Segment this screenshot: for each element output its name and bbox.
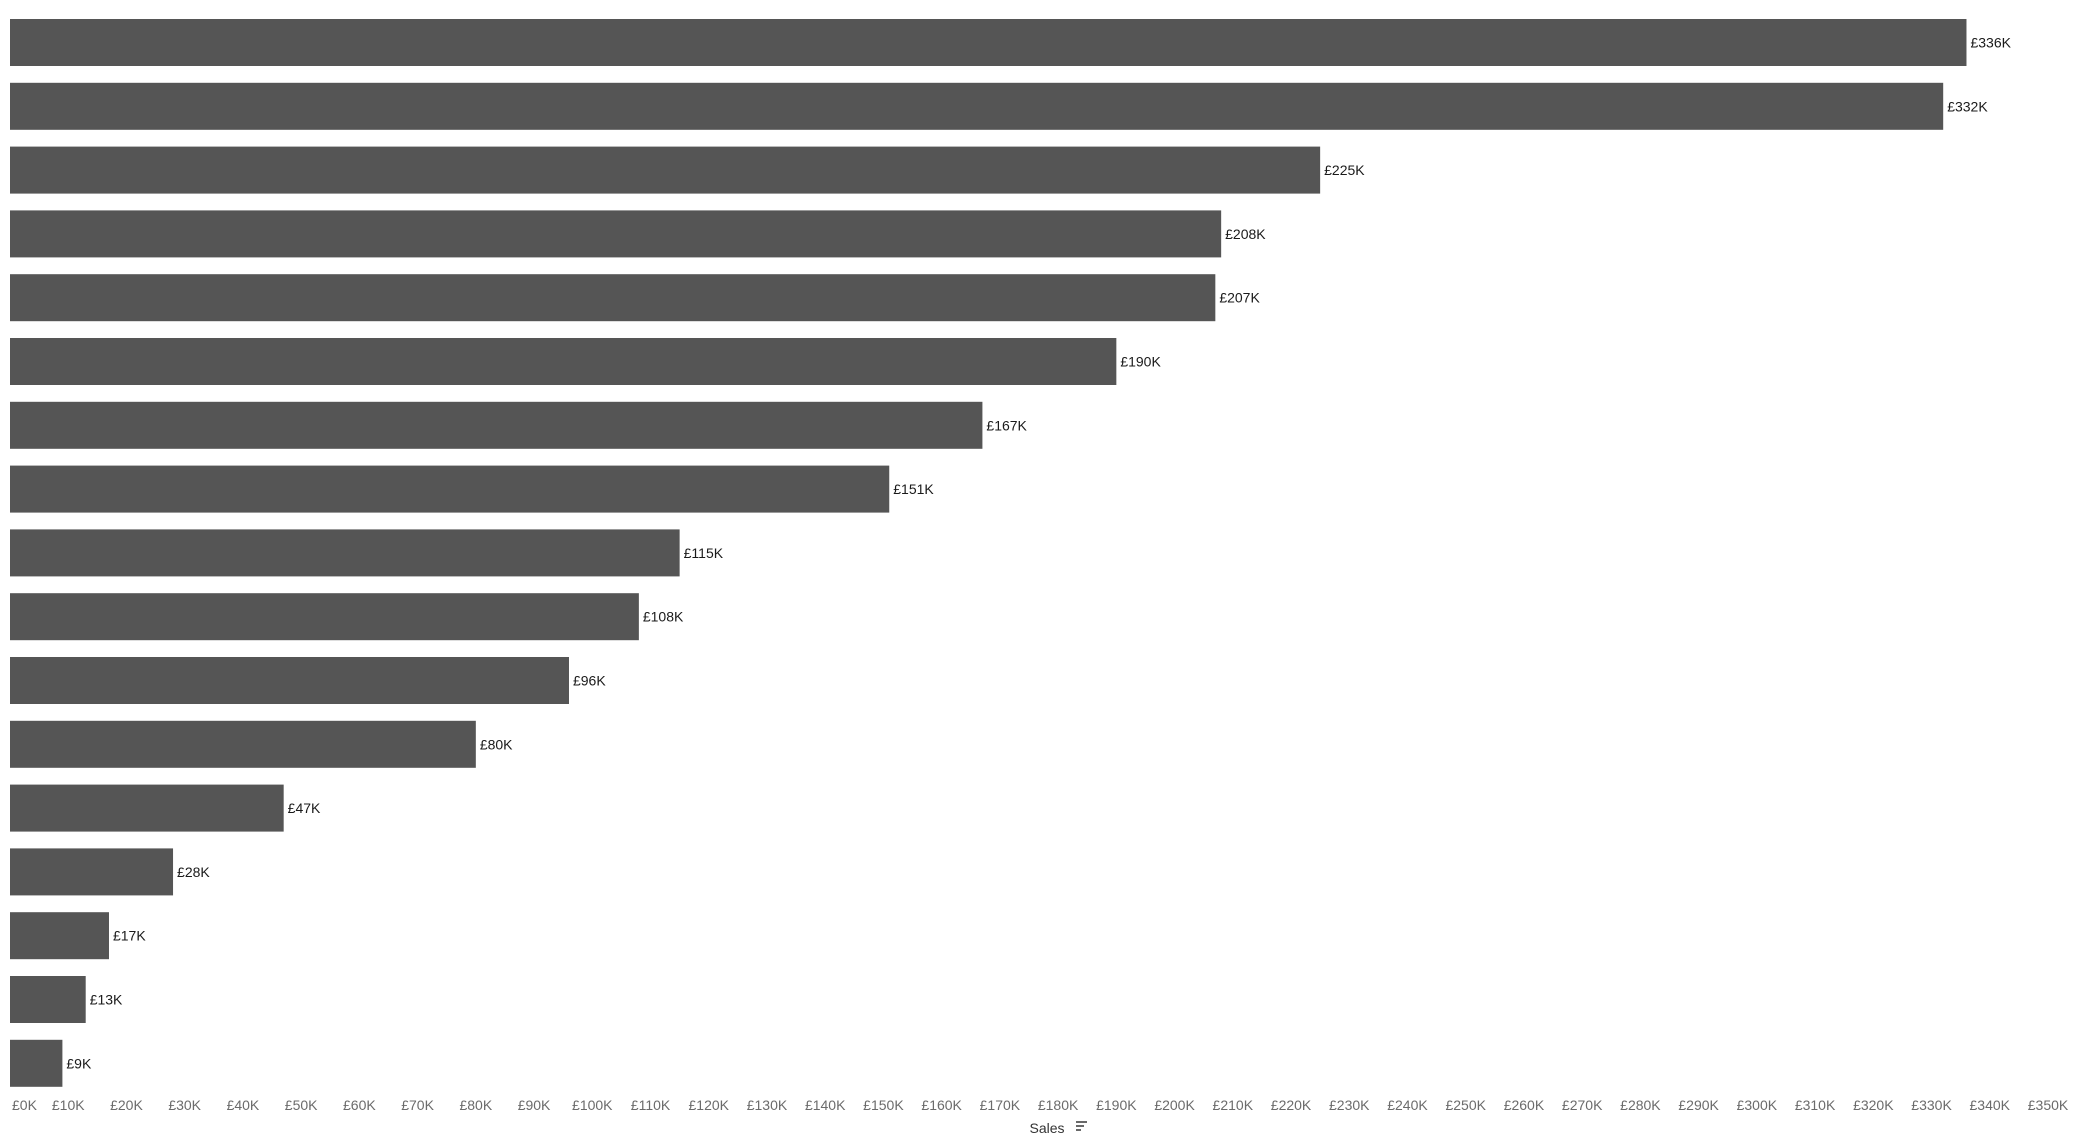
bar[interactable] [10, 210, 1222, 258]
x-tick-label: £200K [1154, 1097, 1195, 1113]
bar-value-label: £96K [573, 673, 606, 689]
x-tick-label: £80K [459, 1097, 492, 1113]
x-tick-label: £0K [12, 1097, 38, 1113]
bar[interactable] [10, 848, 174, 896]
x-tick-label: £170K [980, 1097, 1021, 1113]
x-tick-label: £190K [1096, 1097, 1137, 1113]
bar[interactable] [10, 465, 890, 513]
bar-value-label: £47K [288, 800, 321, 816]
bar[interactable] [10, 146, 1321, 194]
bar[interactable] [10, 338, 1117, 385]
x-tick-label: £60K [343, 1097, 376, 1113]
x-tick-label: £330K [1911, 1097, 1952, 1113]
bar-value-label: £167K [986, 417, 1027, 433]
x-tick-label: £100K [572, 1097, 613, 1113]
x-tick-label: £230K [1329, 1097, 1370, 1113]
x-tick-label: £280K [1620, 1097, 1661, 1113]
x-axis-ticks: £0K £10K £20K £30K £40K £50K £60K £70K £80K £90K £… [12, 1097, 2069, 1113]
bar[interactable] [10, 976, 86, 1023]
x-tick-label: £40K [227, 1097, 260, 1113]
x-tick-label: £120K [689, 1097, 730, 1113]
bar[interactable] [10, 784, 284, 832]
data-labels-layer: £336K £332K £225K £208K £207K £190K £167K £151K… [66, 35, 2011, 1072]
x-tick-label: £150K [863, 1097, 904, 1113]
bar-value-label: £190K [1120, 354, 1161, 370]
bar-value-label: £332K [1947, 98, 1988, 114]
x-tick-label: £20K [110, 1097, 143, 1113]
x-tick-label: £10K [52, 1097, 85, 1113]
bar-value-label: £336K [1970, 35, 2011, 51]
x-tick-label: £50K [285, 1097, 318, 1113]
bar-value-label: £108K [643, 609, 684, 625]
bar-value-label: £13K [90, 992, 123, 1008]
bar[interactable] [10, 82, 1944, 130]
bar-value-label: £208K [1225, 226, 1266, 242]
x-tick-label: £350K [2028, 1097, 2069, 1113]
bar[interactable] [10, 529, 680, 577]
bar-value-label: £9K [66, 1055, 92, 1071]
bar[interactable] [10, 720, 476, 768]
x-tick-label: £30K [168, 1097, 201, 1113]
bars-layer [10, 19, 1967, 1087]
bar-value-label: £225K [1324, 162, 1365, 178]
x-tick-label: £110K [631, 1097, 671, 1113]
x-axis-title[interactable]: Sales [1029, 1120, 1064, 1136]
x-tick-label: £320K [1853, 1097, 1894, 1113]
x-tick-label: £220K [1271, 1097, 1312, 1113]
x-tick-label: £340K [1970, 1097, 2011, 1113]
bar-value-label: £80K [480, 736, 513, 752]
x-tick-label: £260K [1504, 1097, 1545, 1113]
x-tick-label: £310K [1795, 1097, 1836, 1113]
x-tick-label: £240K [1387, 1097, 1428, 1113]
bar[interactable] [10, 274, 1216, 322]
x-tick-label: £250K [1445, 1097, 1486, 1113]
bar-value-label: £151K [893, 481, 934, 497]
bar-value-label: £207K [1219, 290, 1260, 306]
x-tick-label: £270K [1562, 1097, 1603, 1113]
x-tick-label: £70K [401, 1097, 434, 1113]
x-tick-label: £90K [518, 1097, 551, 1113]
bar-value-label: £28K [177, 864, 210, 880]
x-tick-label: £160K [921, 1097, 962, 1113]
bar[interactable] [10, 1039, 63, 1087]
x-tick-label: £180K [1038, 1097, 1079, 1113]
bar[interactable] [10, 912, 109, 960]
bar[interactable] [10, 593, 639, 641]
x-tick-label: £290K [1678, 1097, 1719, 1113]
bar[interactable] [10, 401, 983, 449]
x-tick-label: £300K [1737, 1097, 1778, 1113]
x-tick-label: £130K [747, 1097, 788, 1113]
bar-value-label: £115K [684, 545, 724, 561]
x-tick-label: £140K [805, 1097, 846, 1113]
bar[interactable] [10, 19, 1967, 66]
sort-descending-icon[interactable] [1076, 1121, 1087, 1131]
x-tick-label: £210K [1213, 1097, 1254, 1113]
bar-value-label: £17K [113, 928, 146, 944]
bar[interactable] [10, 657, 569, 704]
